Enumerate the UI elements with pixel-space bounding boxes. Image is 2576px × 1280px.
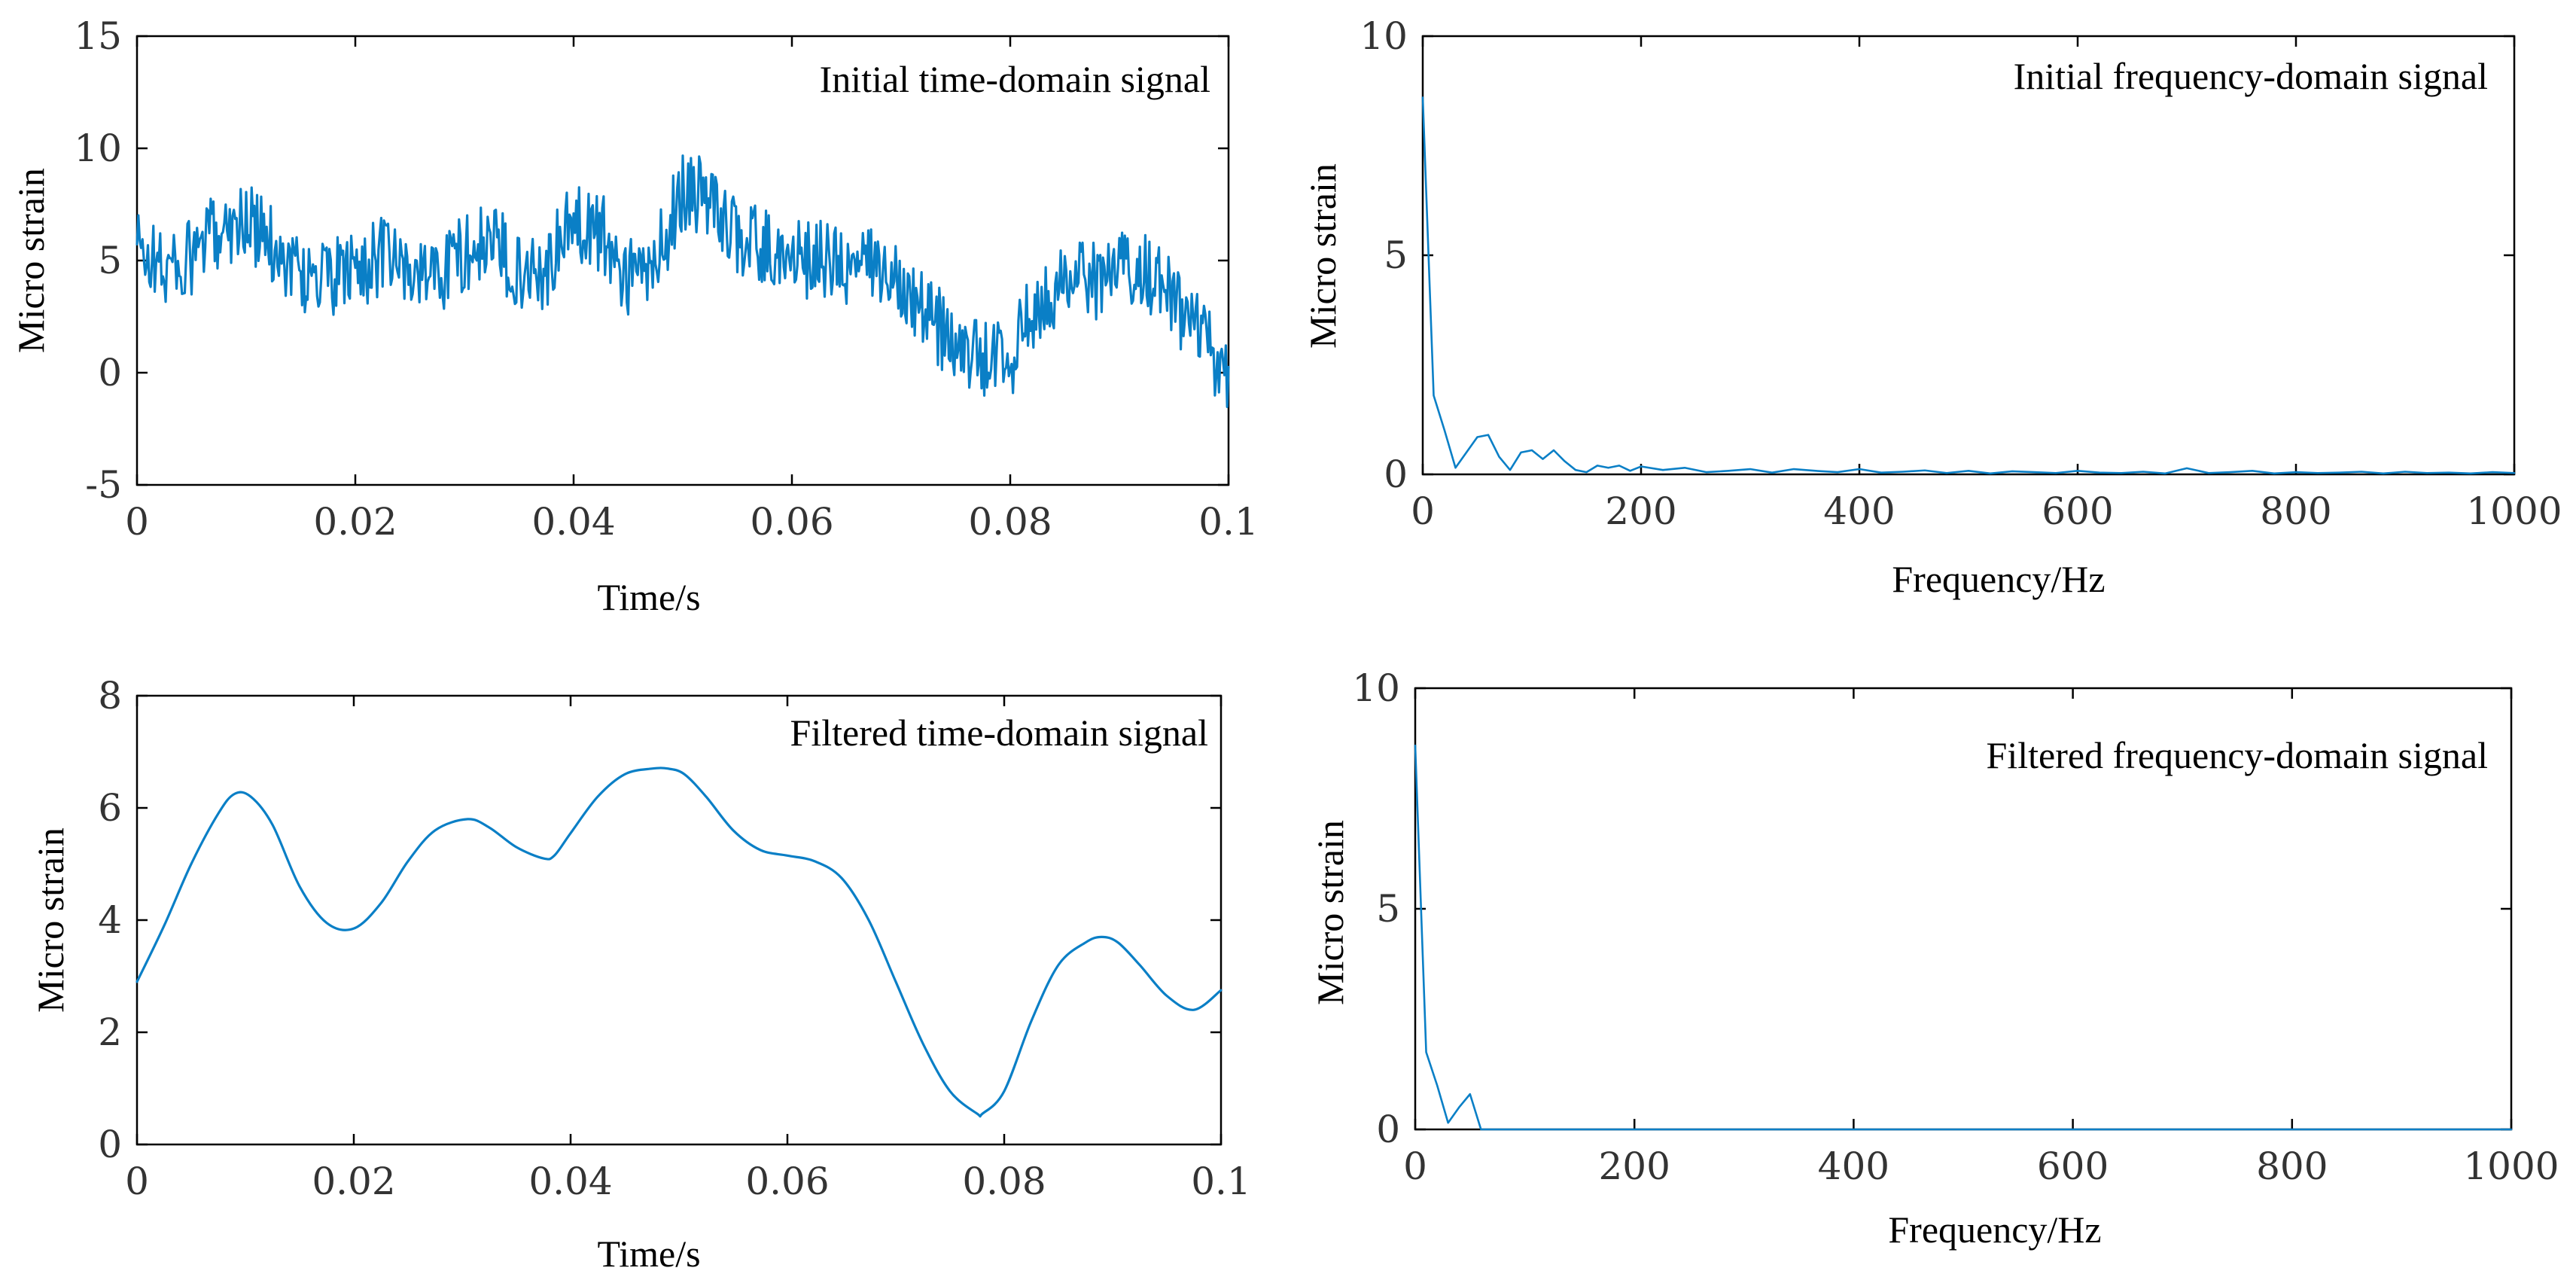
y-tick-label: 8: [98, 674, 122, 718]
x-tick-label: 0.1: [1198, 500, 1259, 544]
x-tick-label: 800: [2260, 489, 2331, 533]
x-tick-label: 0.02: [312, 1160, 395, 1203]
y-axis-title: Micro strain: [1309, 820, 1351, 1005]
x-tick-label: 1000: [2463, 1144, 2559, 1188]
plot-area: [135, 154, 1230, 408]
panel-title: Filtered time-domain signal: [790, 712, 1208, 754]
y-tick-label: 0: [98, 351, 122, 395]
y-ticks: 0 2 4 6 8: [98, 674, 1221, 1166]
x-tick-label: 600: [2037, 1144, 2109, 1188]
y-ticks: 0 5 10: [1360, 14, 2514, 496]
x-tick-label: 1000: [2466, 489, 2562, 533]
y-tick-label: 0: [98, 1123, 122, 1166]
x-ticks: 0 0.02 0.04 0.06 0.08 0.1: [125, 36, 1259, 544]
y-tick-label: 2: [98, 1010, 122, 1054]
y-ticks: -5 0 5 10 15: [74, 14, 1229, 507]
panel-title: Initial frequency-domain signal: [2014, 55, 2488, 97]
y-tick-label: 5: [1376, 887, 1400, 931]
axes-box: [1421, 35, 2516, 476]
y-tick-label: 0: [1376, 1108, 1400, 1151]
x-tick-label: 400: [1823, 489, 1895, 533]
x-tick-label: 0.1: [1191, 1160, 1251, 1203]
x-axis-title: Frequency/Hz: [1892, 558, 2105, 600]
x-axis-title: Time/s: [597, 1233, 700, 1275]
y-tick-label: 6: [98, 786, 122, 830]
y-ticks: 0 5 10: [1352, 666, 2511, 1151]
y-tick-label: 10: [74, 126, 122, 170]
panel-initial-frequency: 0 200 400 600 800 1000 0 5 10 Initial frequency…: [1302, 14, 2562, 600]
x-tick-label: 0.08: [962, 1160, 1046, 1203]
y-tick-label: -5: [85, 463, 122, 507]
x-tick-label: 0: [1403, 1144, 1427, 1188]
panel-title: Filtered frequency-domain signal: [1987, 734, 2488, 776]
x-tick-label: 0: [125, 500, 149, 544]
x-tick-label: 0.08: [968, 500, 1052, 544]
x-axis-title: Frequency/Hz: [1888, 1208, 2101, 1251]
panel-filtered-time: 0 0.02 0.04 0.06 0.08 0.1 0 2 4 6 8 Filtered time…: [29, 674, 1251, 1275]
series-line: [1421, 96, 2516, 475]
series-line: [135, 154, 1230, 408]
x-ticks: 0 200 400 600 800 1000: [1403, 688, 2559, 1188]
x-tick-label: 0: [1411, 489, 1435, 533]
x-tick-label: 800: [2256, 1144, 2328, 1188]
y-tick-label: 10: [1360, 14, 1408, 58]
y-tick-label: 5: [98, 239, 122, 282]
panel-title: Initial time-domain signal: [820, 58, 1210, 100]
x-tick-label: 600: [2042, 489, 2113, 533]
series-line: [1414, 744, 2513, 1131]
axes-box: [135, 694, 1223, 1146]
x-tick-label: 200: [1605, 489, 1676, 533]
plot-area: [1414, 744, 2513, 1131]
x-tick-label: 0: [125, 1160, 149, 1203]
x-tick-label: 0.02: [313, 500, 397, 544]
panel-filtered-frequency: 0 200 400 600 800 1000 0 5 10 Filtered frequenc…: [1309, 666, 2559, 1251]
series-line: [135, 766, 1223, 1118]
x-tick-label: 0.04: [531, 500, 615, 544]
x-tick-label: 0.06: [750, 500, 833, 544]
y-tick-label: 4: [98, 898, 122, 942]
y-axis-title: Micro strain: [29, 827, 72, 1013]
x-tick-label: 0.06: [745, 1160, 829, 1203]
plot-area: [1421, 96, 2516, 475]
x-tick-label: 0.04: [528, 1160, 612, 1203]
x-ticks: 0 0.02 0.04 0.06 0.08 0.1: [125, 696, 1251, 1203]
y-axis-title: Micro strain: [10, 168, 52, 353]
y-tick-label: 15: [74, 14, 122, 58]
plot-area: [135, 766, 1223, 1118]
y-tick-label: 10: [1352, 666, 1400, 710]
x-tick-label: 400: [1818, 1144, 1889, 1188]
y-axis-title: Micro strain: [1302, 163, 1344, 349]
x-tick-label: 200: [1598, 1144, 1670, 1188]
y-tick-label: 5: [1384, 233, 1408, 277]
y-tick-label: 0: [1384, 453, 1408, 496]
x-axis-title: Time/s: [597, 576, 700, 618]
x-ticks: 0 200 400 600 800 1000: [1411, 36, 2562, 533]
